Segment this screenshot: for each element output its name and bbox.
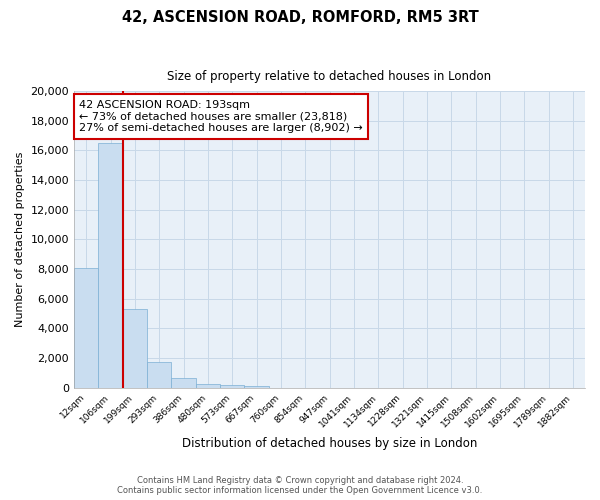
Bar (123, 309, 147, 388)
Text: 42 ASCENSION ROAD: 193sqm
← 73% of detached houses are smaller (23,818)
27% of s: 42 ASCENSION ROAD: 193sqm ← 73% of detac… (79, 100, 363, 133)
Bar (244, 386, 269, 388)
Bar (147, 362, 172, 388)
Title: Size of property relative to detached houses in London: Size of property relative to detached ho… (167, 70, 491, 83)
Y-axis label: Number of detached properties: Number of detached properties (15, 152, 25, 327)
Bar (98, 143, 123, 388)
Bar (196, 384, 220, 388)
Text: 42, ASCENSION ROAD, ROMFORD, RM5 3RT: 42, ASCENSION ROAD, ROMFORD, RM5 3RT (122, 10, 478, 25)
Bar (74, 268, 98, 388)
Text: Contains HM Land Registry data © Crown copyright and database right 2024.
Contai: Contains HM Land Registry data © Crown c… (118, 476, 482, 495)
Bar (172, 378, 196, 388)
Bar (220, 386, 244, 388)
X-axis label: Distribution of detached houses by size in London: Distribution of detached houses by size … (182, 437, 477, 450)
